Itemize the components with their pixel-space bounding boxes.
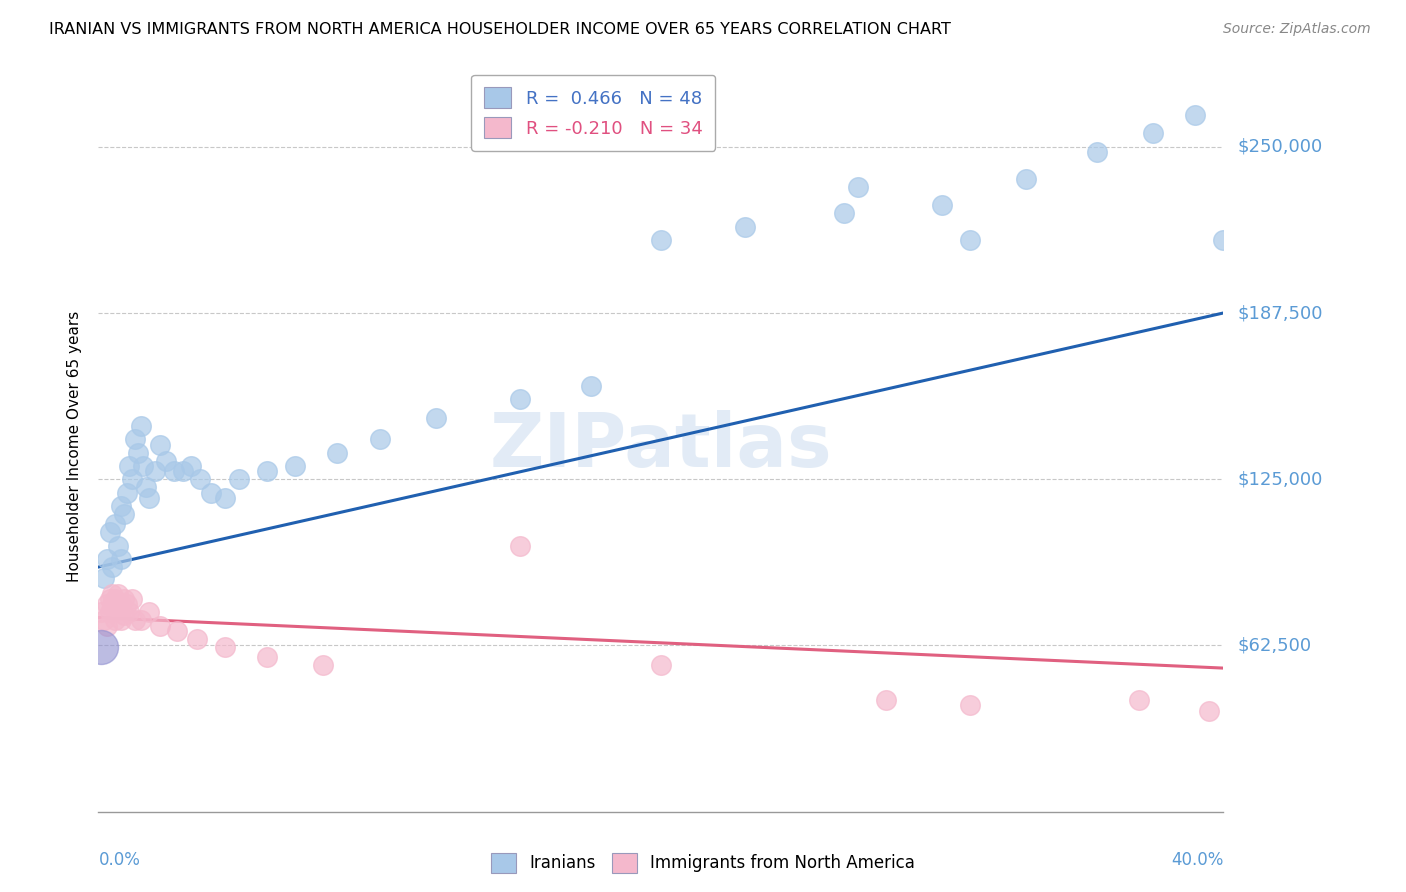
Point bbox=[1198, 704, 1220, 718]
Point bbox=[115, 597, 138, 611]
Point bbox=[104, 613, 127, 627]
Point bbox=[101, 597, 124, 611]
Point bbox=[96, 618, 118, 632]
Point bbox=[112, 591, 135, 606]
Text: 40.0%: 40.0% bbox=[1171, 851, 1223, 869]
Point bbox=[509, 539, 531, 553]
Point bbox=[875, 693, 897, 707]
Text: $187,500: $187,500 bbox=[1237, 304, 1323, 322]
Point bbox=[115, 485, 138, 500]
Point bbox=[172, 464, 194, 478]
Point bbox=[110, 613, 132, 627]
Point bbox=[1212, 233, 1234, 247]
Text: IRANIAN VS IMMIGRANTS FROM NORTH AMERICA HOUSEHOLDER INCOME OVER 65 YEARS CORREL: IRANIAN VS IMMIGRANTS FROM NORTH AMERICA… bbox=[49, 22, 950, 37]
Point bbox=[93, 571, 115, 585]
Text: $250,000: $250,000 bbox=[1237, 137, 1323, 156]
Text: ZIPatlas: ZIPatlas bbox=[489, 409, 832, 483]
Point bbox=[98, 605, 121, 619]
Point bbox=[1184, 108, 1206, 122]
Point bbox=[425, 411, 447, 425]
Point bbox=[138, 605, 160, 619]
Point bbox=[186, 632, 208, 646]
Point bbox=[180, 458, 202, 473]
Point bbox=[90, 605, 112, 619]
Point bbox=[98, 525, 121, 540]
Point bbox=[650, 658, 672, 673]
Point bbox=[1128, 693, 1150, 707]
Point bbox=[107, 539, 129, 553]
Point bbox=[846, 179, 869, 194]
Point bbox=[118, 458, 141, 473]
Y-axis label: Householder Income Over 65 years: Householder Income Over 65 years bbox=[67, 310, 83, 582]
Point bbox=[107, 586, 129, 600]
Text: Source: ZipAtlas.com: Source: ZipAtlas.com bbox=[1223, 22, 1371, 37]
Point bbox=[124, 613, 146, 627]
Point bbox=[1142, 127, 1164, 141]
Point bbox=[110, 597, 132, 611]
Point bbox=[132, 458, 155, 473]
Point bbox=[832, 206, 855, 220]
Point bbox=[112, 507, 135, 521]
Point bbox=[256, 650, 278, 665]
Point bbox=[155, 453, 177, 467]
Point bbox=[101, 560, 124, 574]
Point bbox=[149, 438, 172, 452]
Point bbox=[228, 472, 250, 486]
Point bbox=[90, 640, 112, 654]
Point bbox=[93, 613, 115, 627]
Point bbox=[124, 433, 146, 447]
Point bbox=[129, 419, 152, 434]
Text: 0.0%: 0.0% bbox=[98, 851, 141, 869]
Point bbox=[112, 607, 135, 622]
Point bbox=[110, 499, 132, 513]
Point bbox=[214, 640, 236, 654]
Point bbox=[118, 605, 141, 619]
Point bbox=[163, 464, 186, 478]
Point bbox=[135, 480, 157, 494]
Point bbox=[96, 552, 118, 566]
Point bbox=[101, 586, 124, 600]
Point bbox=[107, 602, 129, 616]
Point bbox=[188, 472, 211, 486]
Point bbox=[104, 517, 127, 532]
Point bbox=[121, 591, 143, 606]
Point bbox=[127, 445, 149, 459]
Point bbox=[98, 591, 121, 606]
Point bbox=[931, 198, 953, 212]
Point bbox=[200, 485, 222, 500]
Point bbox=[312, 658, 335, 673]
Point bbox=[110, 552, 132, 566]
Point bbox=[104, 591, 127, 606]
Point bbox=[143, 464, 166, 478]
Text: $125,000: $125,000 bbox=[1237, 470, 1323, 488]
Point bbox=[579, 379, 602, 393]
Point bbox=[959, 698, 981, 713]
Point bbox=[149, 618, 172, 632]
Text: $62,500: $62,500 bbox=[1237, 637, 1312, 655]
Point bbox=[959, 233, 981, 247]
Point bbox=[256, 464, 278, 478]
Point bbox=[129, 613, 152, 627]
Point bbox=[1085, 145, 1108, 160]
Point bbox=[96, 597, 118, 611]
Point bbox=[734, 219, 756, 234]
Point bbox=[214, 491, 236, 505]
Point bbox=[138, 491, 160, 505]
Point bbox=[326, 445, 349, 459]
Legend: Iranians, Immigrants from North America: Iranians, Immigrants from North America bbox=[484, 847, 922, 880]
Point bbox=[1015, 171, 1038, 186]
Point bbox=[121, 472, 143, 486]
Point bbox=[509, 392, 531, 407]
Point bbox=[368, 433, 391, 447]
Point bbox=[650, 233, 672, 247]
Point bbox=[166, 624, 188, 638]
Legend: R =  0.466   N = 48, R = -0.210   N = 34: R = 0.466 N = 48, R = -0.210 N = 34 bbox=[471, 75, 716, 151]
Point bbox=[284, 458, 307, 473]
